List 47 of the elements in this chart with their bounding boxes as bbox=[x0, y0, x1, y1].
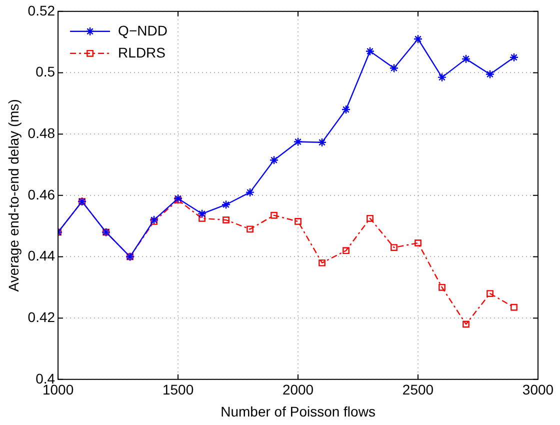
y-tick-label: 0.48 bbox=[28, 124, 56, 141]
y-axis-title: Average end-to-end delay (ms) bbox=[5, 99, 22, 292]
y-tick-label: 0.4 bbox=[36, 370, 56, 386]
point bbox=[173, 194, 183, 204]
point bbox=[221, 200, 231, 210]
point bbox=[389, 64, 399, 73]
point bbox=[438, 284, 446, 291]
point bbox=[461, 54, 471, 64]
point bbox=[246, 226, 254, 233]
point bbox=[510, 304, 518, 311]
point bbox=[366, 214, 374, 222]
x-tick-label: 2000 bbox=[282, 382, 314, 398]
point bbox=[390, 244, 398, 251]
point bbox=[485, 70, 495, 79]
point bbox=[269, 156, 279, 165]
point bbox=[342, 247, 350, 254]
point bbox=[365, 46, 375, 56]
point bbox=[437, 72, 447, 82]
point bbox=[413, 34, 423, 44]
y-tick-label: 0.52 bbox=[28, 2, 56, 18]
legend-label: RLDRS bbox=[118, 44, 166, 60]
point bbox=[318, 259, 326, 266]
point bbox=[509, 52, 519, 62]
point bbox=[222, 216, 230, 224]
point bbox=[486, 290, 494, 297]
x-tick-label: 1500 bbox=[162, 382, 194, 398]
point bbox=[293, 137, 303, 146]
point bbox=[317, 138, 327, 147]
y-tick-label: 0.5 bbox=[36, 64, 56, 80]
y-tick-label: 0.42 bbox=[28, 308, 56, 325]
legend-label: Q−NDD bbox=[118, 22, 168, 38]
point bbox=[197, 209, 207, 218]
point bbox=[341, 104, 351, 114]
point bbox=[198, 214, 206, 222]
point bbox=[174, 196, 182, 204]
point bbox=[149, 215, 159, 225]
y-tick-label: 0.44 bbox=[28, 248, 56, 264]
x-axis-title: Number of Poisson flows bbox=[220, 403, 376, 420]
y-tick-label: 0.46 bbox=[28, 186, 56, 202]
point bbox=[270, 212, 278, 219]
point bbox=[245, 188, 255, 197]
point bbox=[150, 218, 158, 225]
point bbox=[462, 320, 470, 328]
point bbox=[414, 240, 422, 246]
x-tick-label: 3000 bbox=[522, 382, 554, 398]
point bbox=[294, 218, 302, 225]
x-tick-label: 2500 bbox=[402, 382, 434, 398]
